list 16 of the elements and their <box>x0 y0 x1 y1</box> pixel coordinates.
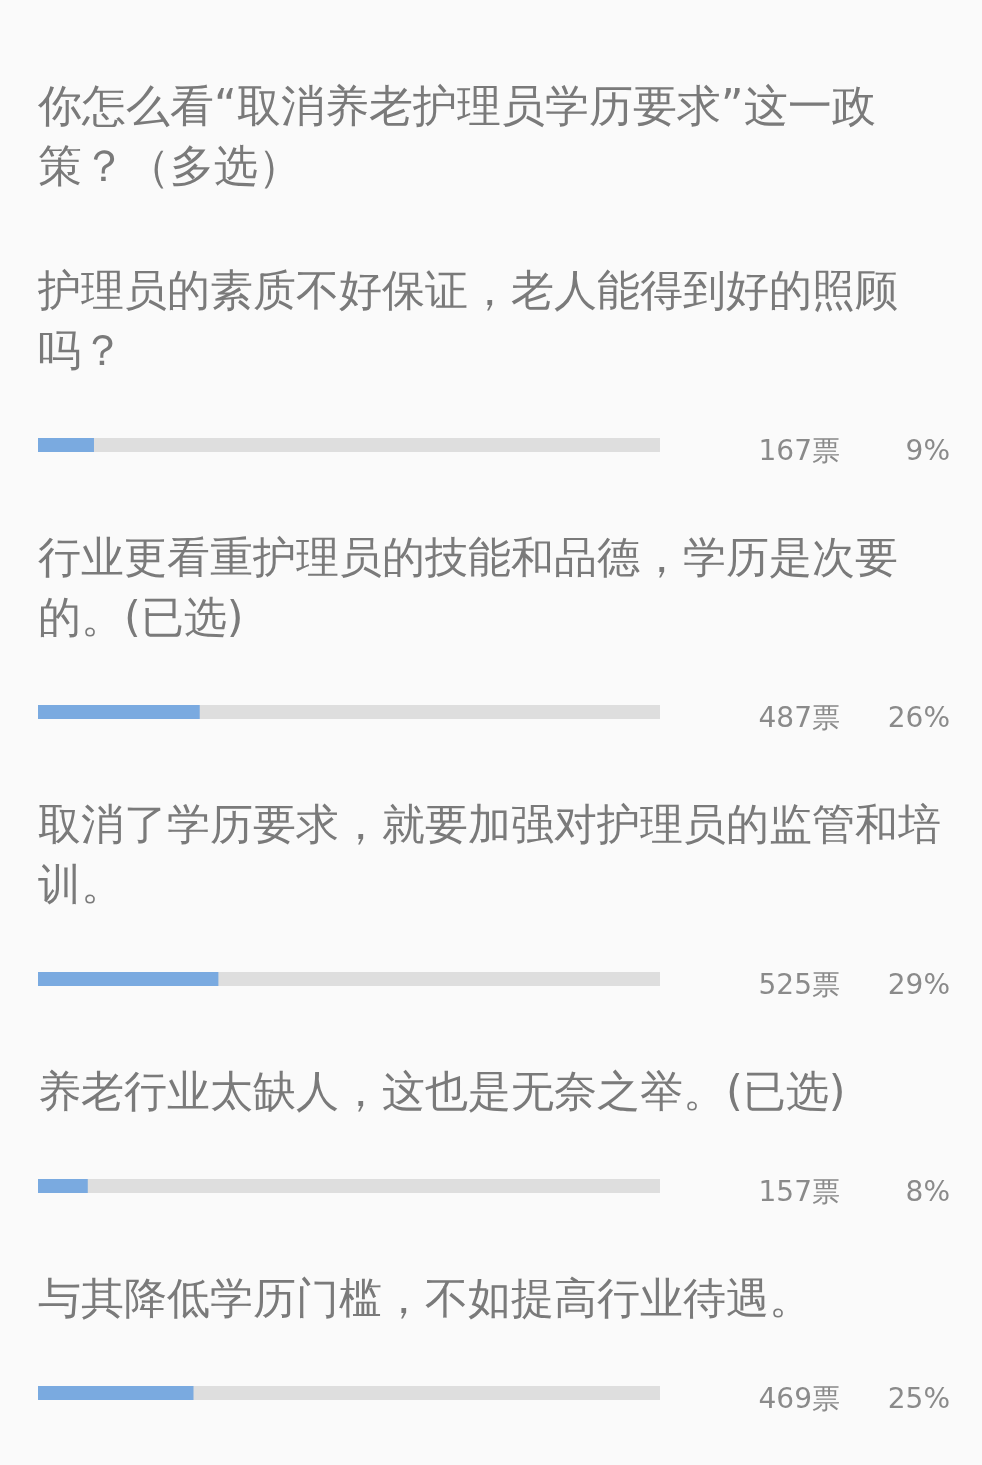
text: 157票 <box>758 1174 840 1208</box>
y-tick-label: 护理员的素质不好保证，老人能得到好的照顾吗？ <box>37 265 898 375</box>
data-label: 8% <box>905 1174 950 1208</box>
y-tick-label: 与其降低学历门槛，不如提高行业待遇。 <box>38 1273 812 1323</box>
text: 469票 <box>758 1381 840 1415</box>
data-label: 29% <box>887 967 950 1001</box>
text: 487票 <box>758 700 840 734</box>
y-tick-label: 行业更看重护理员的技能和品德，学历是次要的。(已选) <box>38 532 898 642</box>
data-label: 25% <box>887 1381 950 1415</box>
chart-title: 你怎么看“取消养老护理员学历要求”这一政策？（多选） <box>37 79 876 191</box>
y-tick-label: 取消了学历要求，就要加强对护理员的监管和培训。 <box>38 799 941 909</box>
y-tick-label: 养老行业太缺人，这也是无奈之举。(已选) <box>38 1066 846 1116</box>
data-label: 26% <box>887 700 950 734</box>
data-label: 9% <box>905 433 950 467</box>
text: 167票 <box>758 433 840 467</box>
text: 525票 <box>758 967 840 1001</box>
